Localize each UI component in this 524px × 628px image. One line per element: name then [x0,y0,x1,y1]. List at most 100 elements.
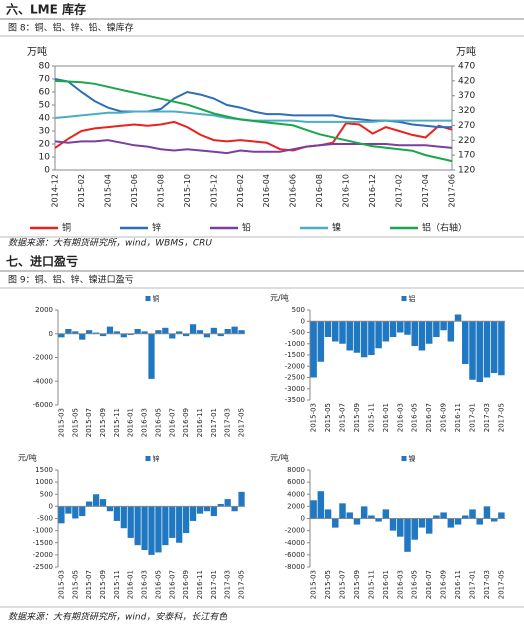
bar [79,506,86,517]
bar [183,333,190,337]
x-tick-label: 2016-09 [182,408,190,437]
y-tick-label: 70 [39,75,51,85]
bar [58,333,65,338]
legend-label: 铜 [153,294,160,303]
y-tick-label: -500 [37,515,53,523]
bar [476,518,483,525]
y-tick-label: 500 [292,306,305,314]
bar [224,329,231,334]
x-tick-label: 2016-11 [196,570,204,599]
x-tick-label: 2016-04 [262,174,271,207]
bar [382,321,390,342]
bar [339,321,346,344]
bar [155,506,162,553]
legend-label: 铝 [409,294,416,303]
bar [454,314,462,322]
x-tick-label: 2015-03 [57,408,65,437]
x-tick-label: 2017-02 [395,174,404,207]
bar [440,512,447,519]
x-tick-label: 2016-01 [382,403,390,432]
bar [106,506,114,512]
x-tick-label: 2017-06 [448,174,457,207]
bar [368,321,375,355]
bar [490,518,498,522]
y-tick-label: 1500 [35,466,53,474]
bar [58,506,65,524]
y-unit: 万吨 [27,45,47,58]
x-tick-label: 2015-07 [339,403,347,432]
bar [92,332,100,334]
bar [317,491,325,519]
bar [231,506,238,512]
y-tick-label: -1500 [33,539,53,547]
bar [339,503,346,519]
bar [498,512,505,519]
y-tick-label: -1000 [33,527,53,535]
y-tick-label: 6000 [287,478,305,486]
bar [72,506,79,519]
x-tick-label: 2016-01 [382,570,390,599]
legend-label: 镍 [332,222,341,234]
x-tick-label: 2017-04 [421,174,430,207]
x-tick-label: 2016-07 [425,570,433,599]
x-tick-label: 2017-01 [469,570,477,599]
y-unit: 元/吨 [270,293,289,303]
y-tick-label: -2000 [285,527,305,535]
legend-swatch [145,296,151,301]
source-note: 数据来源：大有期货研究所，wind，WBMS，CRU [8,238,212,249]
x-tick-label: 2016-07 [168,570,176,599]
bar [162,506,169,546]
bar [189,324,197,334]
bar [404,518,411,552]
bar [134,506,141,546]
x-tick-label: 2017-03 [224,570,232,599]
y2-tick-label: 370 [458,91,475,101]
bar [462,321,469,364]
bar [148,506,155,555]
x-tick-label: 2015-03 [310,570,318,599]
x-tick-label: 2015-06 [130,174,139,207]
bar [447,321,455,342]
bar [418,321,426,351]
x-tick-label: 2016-03 [141,570,149,599]
bar [425,321,433,344]
x-tick-label: 2017-01 [210,570,218,599]
bar [418,518,426,528]
bar [332,518,339,528]
y-tick-label: 0 [301,515,305,523]
bar [360,506,368,519]
bar [483,506,491,519]
bar [310,321,317,378]
x-tick-label: 2016-05 [411,403,419,432]
x-tick-label: 2015-03 [57,570,65,599]
x-tick-label: 2015-11 [367,403,375,432]
bar [368,515,375,519]
bar [148,333,155,379]
x-tick-label: 2016-11 [454,403,462,432]
bar [317,321,325,362]
bar [238,330,245,334]
bar [134,329,141,334]
bar [196,330,204,334]
bar [203,333,211,338]
y2-unit: 万吨 [456,45,476,58]
bar [183,506,190,534]
y2-tick-label: 270 [458,121,475,131]
bar [169,333,176,339]
bar [120,506,127,529]
y-tick-label: 2000 [287,502,305,510]
bar [389,518,397,531]
y-tick-label: -1000 [285,340,305,348]
x-tick-label: 2016-03 [396,570,404,599]
x-tick-label: 2015-12 [209,174,218,207]
legend-label: 铝（右轴） [422,222,467,234]
y-tick-label: 20 [39,140,51,150]
bar [210,327,217,334]
legend-swatch [145,456,151,461]
bar [353,518,361,525]
bar [99,333,107,337]
legend-label: 镍 [409,454,416,463]
x-tick-label: 2016-09 [440,570,448,599]
plot-frame [54,65,453,171]
x-tick-label: 2016-05 [154,408,162,437]
